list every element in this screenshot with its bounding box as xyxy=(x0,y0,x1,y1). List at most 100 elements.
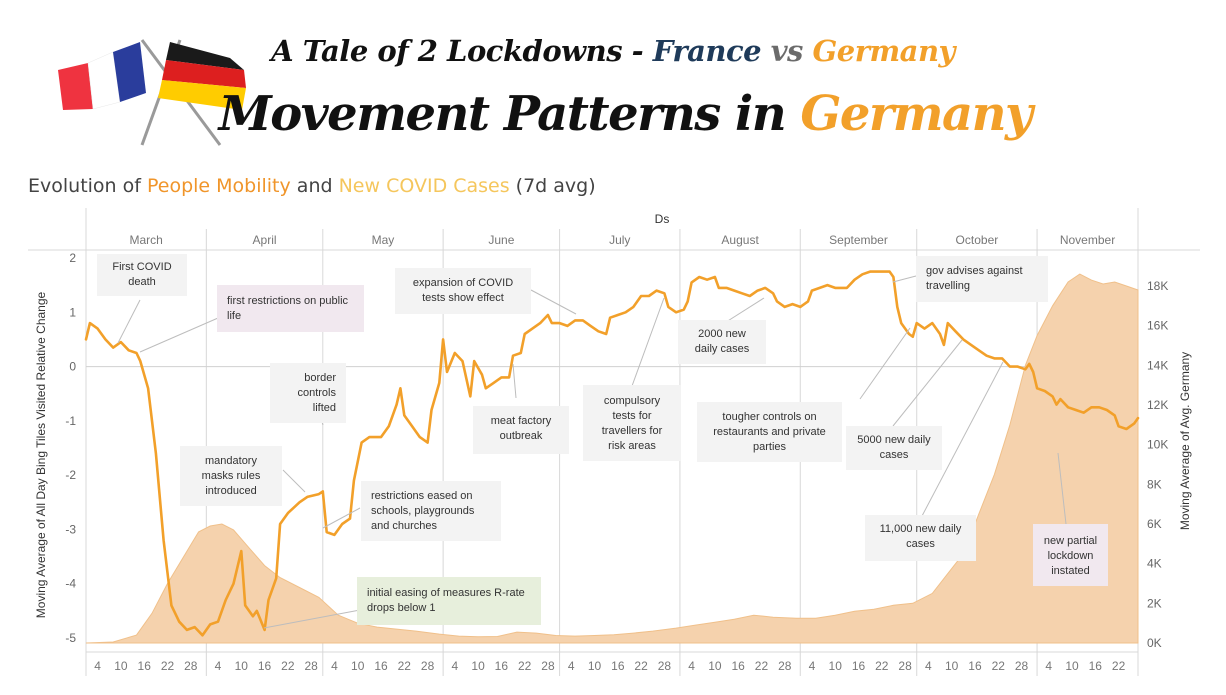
day-tick-label: 10 xyxy=(235,659,249,673)
annotation-leader-line xyxy=(892,275,917,283)
france-flag-icon xyxy=(58,42,146,110)
annotation-leader-line xyxy=(117,299,141,344)
right-axis-title: Moving Average of Avg. Germany xyxy=(1178,352,1192,530)
day-tick-label: 28 xyxy=(898,659,912,673)
day-tick-label: 22 xyxy=(1112,659,1126,673)
day-tick-label: 22 xyxy=(755,659,769,673)
annotation-11000-cases: 11,000 new daily cases xyxy=(865,515,976,561)
day-tick-label: 4 xyxy=(94,659,101,673)
right-y-tick: 16K xyxy=(1147,319,1168,333)
day-tick-label: 16 xyxy=(495,659,509,673)
annotation-partial-lockdown: new partial lockdown instated xyxy=(1033,524,1108,586)
annotation-leader-line xyxy=(530,289,577,315)
day-tick-label: 16 xyxy=(374,659,388,673)
left-y-tick: -1 xyxy=(65,414,76,428)
day-tick-label: 10 xyxy=(114,659,128,673)
annotation-first-restrictions: first restrictions on public life xyxy=(217,285,364,332)
day-tick-label: 10 xyxy=(588,659,602,673)
left-y-tick: -3 xyxy=(65,522,76,536)
annotation-expansion-tests: expansion of COVID tests show effect xyxy=(395,268,531,314)
annotation-restrictions-eased: restrictions eased on schools, playgroun… xyxy=(361,481,501,541)
day-tick-label: 28 xyxy=(778,659,792,673)
day-tick-label: 22 xyxy=(992,659,1006,673)
left-y-tick: 2 xyxy=(69,251,76,265)
annotation-tougher-controls: tougher controls on restaurants and priv… xyxy=(697,402,842,462)
annotation-leader-line xyxy=(1057,452,1067,525)
annotation-leader-line xyxy=(263,609,361,629)
annotation-gov-advises: gov advises against travelling xyxy=(916,256,1048,302)
day-tick-label: 16 xyxy=(611,659,625,673)
left-y-tick: 0 xyxy=(69,360,76,374)
annotation-masks: mandatory masks rules introduced xyxy=(180,446,282,506)
month-label: November xyxy=(1060,233,1115,247)
day-tick-label: 16 xyxy=(852,659,866,673)
annotation-leader-line xyxy=(892,339,963,427)
day-tick-label: 16 xyxy=(968,659,982,673)
annotation-meat-factory: meat factory outbreak xyxy=(473,406,569,454)
day-tick-label: 4 xyxy=(809,659,816,673)
right-y-tick: 2K xyxy=(1147,596,1162,610)
day-tick-label: 4 xyxy=(1045,659,1052,673)
day-tick-label: 4 xyxy=(451,659,458,673)
chart-subtitle: Evolution of People Mobility and New COV… xyxy=(28,175,596,197)
right-y-tick: 10K xyxy=(1147,438,1168,452)
day-tick-label: 16 xyxy=(138,659,152,673)
day-tick-label: 22 xyxy=(634,659,648,673)
annotation-leader-line xyxy=(631,297,665,387)
annotation-leader-line xyxy=(512,363,517,399)
left-y-tick: 1 xyxy=(69,305,76,319)
day-tick-label: 10 xyxy=(945,659,959,673)
right-y-tick: 0K xyxy=(1147,636,1162,650)
day-tick-label: 22 xyxy=(875,659,889,673)
day-tick-label: 22 xyxy=(518,659,532,673)
day-tick-label: 22 xyxy=(398,659,412,673)
annotation-leader-line xyxy=(859,327,911,400)
annotation-leader-line xyxy=(322,507,361,529)
day-tick-label: 10 xyxy=(351,659,365,673)
right-y-tick: 18K xyxy=(1147,279,1168,293)
germany-flag-icon xyxy=(158,42,246,110)
mobility-line-series xyxy=(84,270,1140,637)
day-tick-label: 28 xyxy=(304,659,318,673)
annotation-border-controls: border controls lifted xyxy=(270,363,346,423)
left-y-tick: -2 xyxy=(65,468,76,482)
day-tick-label: 10 xyxy=(708,659,722,673)
right-y-tick: 12K xyxy=(1147,398,1168,412)
x-axis-header: Ds xyxy=(655,212,670,226)
left-axis-title: Moving Average of All Day Bing Tiles Vis… xyxy=(34,291,48,618)
month-label: April xyxy=(253,233,277,247)
day-tick-label: 4 xyxy=(925,659,932,673)
day-tick-label: 28 xyxy=(658,659,672,673)
month-label: July xyxy=(609,233,630,247)
cases-area-series xyxy=(85,273,1139,644)
day-tick-label: 22 xyxy=(161,659,175,673)
day-tick-label: 28 xyxy=(184,659,198,673)
chart-title: A Tale of 2 Lockdowns - France vs German… xyxy=(271,34,955,68)
annotation-2000-cases: 2000 new daily cases xyxy=(678,320,766,364)
annotation-leader-line xyxy=(921,361,1004,517)
month-label: June xyxy=(488,233,514,247)
month-label: May xyxy=(372,233,395,247)
day-tick-label: 4 xyxy=(568,659,575,673)
month-label: August xyxy=(721,233,759,247)
annotation-5000-cases: 5000 new daily cases xyxy=(846,426,942,470)
annotation-leader-line xyxy=(139,317,219,353)
day-tick-label: 22 xyxy=(281,659,295,673)
day-tick-label: 10 xyxy=(471,659,485,673)
day-tick-label: 10 xyxy=(1065,659,1079,673)
day-tick-label: 28 xyxy=(421,659,435,673)
day-tick-label: 16 xyxy=(258,659,272,673)
day-tick-label: 4 xyxy=(331,659,338,673)
month-label: September xyxy=(829,233,888,247)
right-y-tick: 14K xyxy=(1147,358,1168,372)
right-y-tick: 4K xyxy=(1147,557,1162,571)
annotation-first-covid-death: First COVID death xyxy=(97,254,187,296)
day-tick-label: 4 xyxy=(688,659,695,673)
left-y-tick: -4 xyxy=(65,577,76,591)
day-tick-label: 10 xyxy=(829,659,843,673)
day-tick-label: 28 xyxy=(1015,659,1029,673)
day-tick-label: 16 xyxy=(1089,659,1103,673)
right-y-tick: 8K xyxy=(1147,477,1162,491)
day-tick-label: 16 xyxy=(731,659,745,673)
